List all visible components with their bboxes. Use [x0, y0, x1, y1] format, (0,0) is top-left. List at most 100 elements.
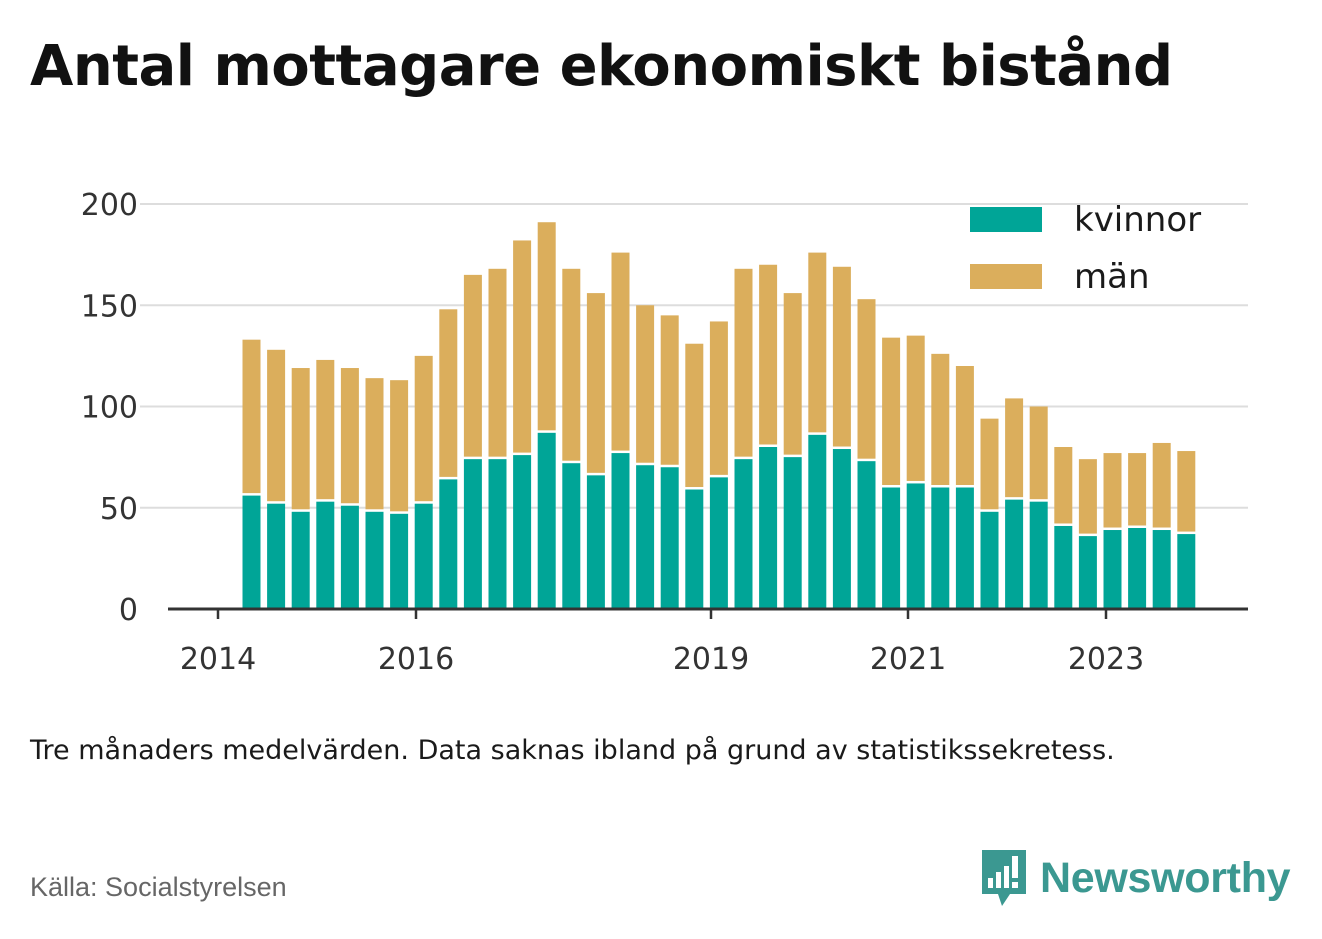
bar-kvinnor	[340, 505, 359, 609]
bar-kvinnor	[1152, 530, 1171, 609]
bar-man	[660, 315, 679, 465]
bar-kvinnor	[759, 447, 778, 609]
legend-swatch	[970, 264, 1042, 289]
y-tick-label: 200	[81, 188, 138, 223]
bar-kvinnor	[611, 453, 630, 609]
bar-kvinnor	[1054, 525, 1073, 609]
legend: kvinnor män	[970, 200, 1201, 297]
bar-kvinnor	[660, 467, 679, 609]
bar-kvinnor	[562, 463, 581, 609]
bars	[242, 222, 1196, 609]
bar-man	[1152, 442, 1171, 528]
bar-kvinnor	[783, 457, 802, 609]
bar-kvinnor	[316, 501, 335, 609]
bar-kvinnor	[365, 511, 384, 609]
bar-man	[734, 268, 753, 457]
bar-man	[463, 274, 482, 457]
source-text: Källa: Socialstyrelsen	[30, 872, 287, 902]
bar-kvinnor	[1103, 530, 1122, 609]
bar-kvinnor	[734, 459, 753, 609]
legend-label: kvinnor	[1074, 200, 1201, 240]
bar-kvinnor	[685, 489, 704, 609]
bar-man	[906, 335, 925, 481]
bar-man	[1078, 459, 1097, 534]
bar-man	[636, 305, 655, 463]
bar-kvinnor	[1177, 534, 1196, 609]
x-tick-label: 2021	[870, 642, 946, 677]
bar-kvinnor	[980, 511, 999, 609]
bar-man	[1054, 447, 1073, 524]
brand-logo[interactable]: Newsworthy	[980, 848, 1291, 908]
bar-kvinnor	[586, 475, 605, 609]
bar-man	[783, 293, 802, 455]
bar-man	[832, 266, 851, 447]
bar-kvinnor	[955, 487, 974, 609]
bar-man	[685, 343, 704, 488]
bar-kvinnor	[1128, 528, 1147, 609]
bar-man	[439, 309, 458, 477]
bar-kvinnor	[931, 487, 950, 609]
bar-man	[709, 321, 728, 475]
bar-kvinnor	[291, 511, 310, 609]
bar-man	[980, 418, 999, 510]
y-axis-ticks: 0 50 100 150 200	[81, 188, 138, 628]
bar-man	[1103, 453, 1122, 528]
bar-man	[586, 293, 605, 473]
bar-kvinnor	[857, 461, 876, 609]
bar-man	[931, 353, 950, 485]
bar-man	[759, 264, 778, 445]
bar-man	[808, 252, 827, 433]
bar-kvinnor	[537, 432, 556, 609]
bar-man	[1029, 406, 1048, 500]
legend-label: män	[1074, 257, 1150, 297]
bar-man	[513, 240, 532, 453]
y-tick-label: 50	[100, 492, 138, 527]
chart-title: Antal mottagare ekonomiskt bistånd	[30, 34, 1173, 99]
legend-swatch	[970, 207, 1042, 232]
bar-kvinnor	[808, 434, 827, 609]
bar-man	[955, 366, 974, 485]
bar-kvinnor	[513, 455, 532, 609]
bar-man	[390, 380, 409, 512]
bar-kvinnor	[1005, 499, 1024, 609]
bar-man	[562, 268, 581, 461]
y-tick-label: 0	[119, 593, 138, 628]
y-tick-label: 150	[81, 289, 138, 324]
bar-kvinnor	[1029, 501, 1048, 609]
bar-chart: 0 50 100 150 200 2014 2016 2019 2021 2023 kvinno…	[81, 188, 1248, 677]
bar-man	[340, 368, 359, 504]
newsworthy-logo-icon	[982, 850, 1026, 906]
bar-kvinnor	[390, 513, 409, 609]
bar-man	[1177, 451, 1196, 532]
x-tick-label: 2014	[180, 642, 256, 677]
x-tick-label: 2016	[378, 642, 454, 677]
bar-man	[365, 378, 384, 510]
bar-man	[882, 337, 901, 485]
bar-man	[267, 349, 286, 502]
bar-kvinnor	[709, 477, 728, 609]
bar-kvinnor	[267, 503, 286, 609]
bar-kvinnor	[242, 495, 261, 609]
chart-note: Tre månaders medelvärden. Data saknas ib…	[30, 735, 1115, 766]
bar-man	[414, 355, 433, 502]
bar-man	[1128, 453, 1147, 526]
x-tick-label: 2019	[673, 642, 749, 677]
bar-kvinnor	[882, 487, 901, 609]
bar-man	[242, 339, 261, 494]
bar-kvinnor	[414, 503, 433, 609]
bar-man	[537, 222, 556, 431]
bar-kvinnor	[1078, 536, 1097, 609]
bar-man	[1005, 398, 1024, 498]
bar-man	[291, 368, 310, 510]
bar-man	[611, 252, 630, 451]
y-tick-label: 100	[81, 391, 138, 426]
bar-kvinnor	[906, 483, 925, 609]
x-axis: 2014 2016 2019 2021 2023	[168, 607, 1248, 677]
brand-name: Newsworthy	[1040, 853, 1291, 902]
bar-kvinnor	[636, 465, 655, 609]
x-tick-label: 2023	[1068, 642, 1144, 677]
bar-kvinnor	[463, 459, 482, 609]
bar-man	[857, 299, 876, 459]
bar-man	[488, 268, 507, 457]
bar-man	[316, 359, 335, 500]
